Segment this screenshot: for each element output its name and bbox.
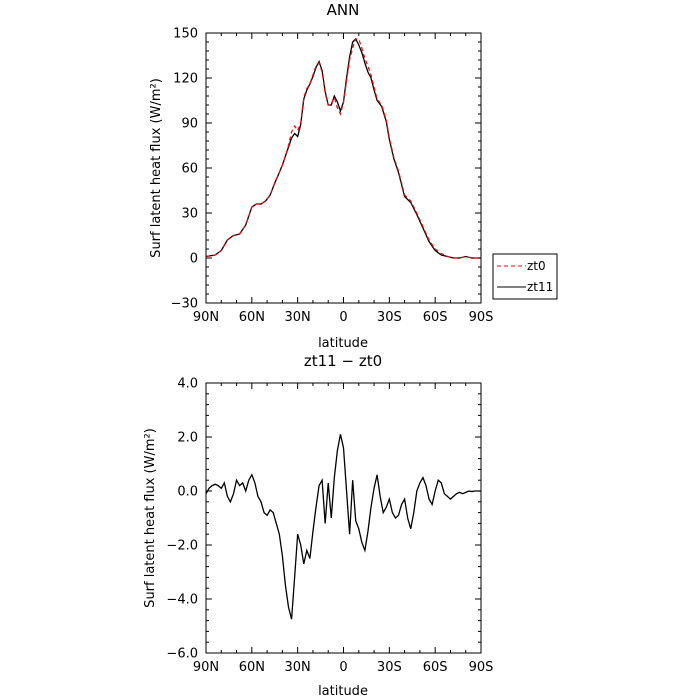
legend-box <box>492 253 558 300</box>
y-tick-label: 0 <box>190 252 198 267</box>
legend-entry-zt11: zt11 <box>527 280 553 294</box>
y-tick-label: −6.0 <box>166 647 198 662</box>
series-line-difference <box>205 434 481 620</box>
x-axis-label: latitude <box>318 684 368 699</box>
y-tick-label: 120 <box>173 72 198 87</box>
y-tick-label: 0.0 <box>177 485 198 500</box>
plot-frame <box>205 32 482 304</box>
y-tick-label: −2.0 <box>166 539 198 554</box>
chart-ann: ANN Surf latent heat flux (W/m²) latitud… <box>149 1 558 351</box>
y-tick-label: 150 <box>173 27 198 42</box>
chart-title: zt11 − zt0 <box>304 352 382 370</box>
x-tick-label: 90S <box>469 310 494 325</box>
legend: zt0 zt11 <box>492 253 558 300</box>
x-axis-label: latitude <box>318 336 368 351</box>
ticks: 90N 60N 30N 0 30S 60S 90S −6.0 −4.0 −2.0 0.0 2.0 4.0 <box>166 377 493 676</box>
y-tick-label: 90 <box>181 117 198 132</box>
series-line-zt0 <box>205 38 481 259</box>
x-tick-label: 90N <box>193 660 219 675</box>
x-tick-label: 0 <box>339 660 347 675</box>
y-tick-label: −4.0 <box>166 593 198 608</box>
x-tick-label: 60S <box>423 660 448 675</box>
y-tick-label: 60 <box>181 162 198 177</box>
x-tick-label: 90S <box>469 660 494 675</box>
x-tick-label: 30N <box>285 310 311 325</box>
series-line-zt11 <box>205 37 481 259</box>
series-layer <box>205 37 481 259</box>
legend-entry-zt0: zt0 <box>527 259 546 273</box>
y-tick-label: 2.0 <box>177 431 198 446</box>
y-tick-label: −30 <box>171 297 198 312</box>
x-tick-label: 60N <box>239 660 265 675</box>
x-tick-label: 90N <box>193 310 219 325</box>
chart-title: ANN <box>327 1 360 19</box>
y-axis-label: Surf latent heat flux (W/m²) <box>149 78 164 258</box>
ticks: 90N 60N 30N 0 30S 60S 90S −30 0 30 60 90 120 150 <box>171 27 494 326</box>
chart-difference: zt11 − zt0 Surf latent heat flux (W/m²) … <box>143 352 493 699</box>
x-tick-label: 60N <box>239 310 265 325</box>
y-tick-label: 4.0 <box>177 377 198 392</box>
x-tick-label: 30S <box>377 310 402 325</box>
plot-frame <box>205 382 482 654</box>
x-tick-label: 30N <box>285 660 311 675</box>
y-axis-label: Surf latent heat flux (W/m²) <box>143 428 158 608</box>
x-tick-label: 0 <box>339 310 347 325</box>
x-tick-label: 60S <box>423 310 448 325</box>
y-tick-label: 30 <box>181 207 198 222</box>
x-tick-label: 30S <box>377 660 402 675</box>
series-layer <box>205 434 481 620</box>
